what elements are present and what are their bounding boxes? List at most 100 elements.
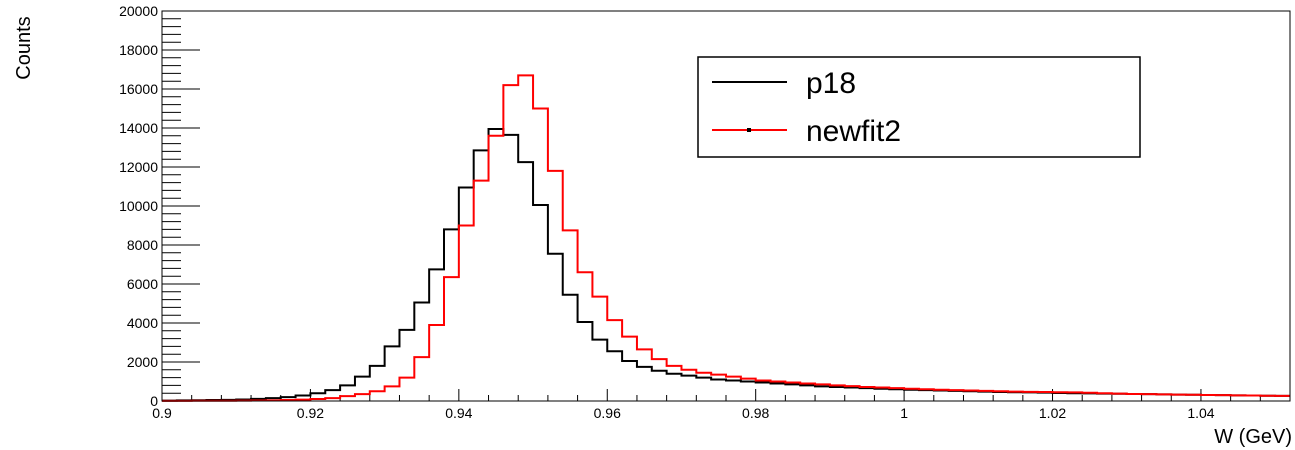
- bin-point: [287, 399, 289, 401]
- bin-point: [480, 180, 482, 182]
- bin-point: [807, 382, 809, 385]
- x-tick-label: 0.98: [742, 405, 769, 421]
- y-tick-label: 20000: [119, 3, 158, 19]
- bin-point: [584, 321, 586, 323]
- x-tick-label: 0.92: [297, 405, 324, 421]
- bin-point: [614, 350, 616, 352]
- y-tick-label: 2000: [127, 354, 158, 370]
- y-tick-label: 6000: [127, 276, 158, 292]
- bin-point: [910, 388, 913, 390]
- bin-point: [747, 377, 749, 380]
- bin-point: [361, 393, 363, 395]
- bin-point: [346, 395, 349, 397]
- bin-point: [495, 128, 497, 130]
- y-tick-label: 0: [150, 393, 158, 409]
- bin-point: [465, 224, 467, 227]
- bin-point: [747, 380, 749, 383]
- bin-point: [406, 329, 408, 331]
- bin-point: [688, 375, 690, 377]
- bin-point: [940, 389, 942, 391]
- bin-point: [332, 397, 334, 399]
- bin-point: [391, 345, 393, 347]
- bin-point: [495, 135, 497, 137]
- bin-point: [346, 384, 349, 386]
- y-tick-label: 12000: [119, 159, 158, 175]
- bin-point: [421, 356, 423, 358]
- bin-point: [658, 370, 660, 372]
- bin-point: [421, 301, 423, 304]
- bin-point: [1281, 395, 1284, 397]
- axis-ticks: 0.9 0.92 0.94 0.96 0.98 1 1.02 1.04 0 2000 4000 600…: [119, 3, 1291, 421]
- bin-point: [851, 385, 853, 387]
- bin-point: [732, 379, 735, 382]
- series-line-p18: [162, 127, 1290, 402]
- bin-point: [955, 389, 957, 391]
- bin-point: [361, 376, 363, 378]
- x-tick-label: 1: [900, 405, 908, 421]
- bin-point: [732, 376, 735, 378]
- legend-swatch-newfit2-marker: [747, 128, 751, 132]
- bin-point: [406, 377, 408, 379]
- bin-point: [807, 384, 809, 386]
- bin-point: [1118, 392, 1120, 395]
- legend-box: [697, 56, 1141, 158]
- legend-label-newfit2: newfit2: [806, 115, 901, 148]
- bin-point: [599, 296, 601, 298]
- bin-point: [435, 268, 438, 270]
- bin-point: [970, 389, 972, 392]
- bin-point: [688, 369, 690, 371]
- bin-point: [866, 386, 868, 388]
- bin-point: [525, 74, 527, 76]
- bin-point: [836, 386, 838, 388]
- bin-point: [673, 373, 675, 375]
- bin-point: [1252, 394, 1254, 397]
- bin-point: [792, 381, 794, 384]
- series-line-newfit2: [162, 74, 1290, 402]
- x-tick-label: 0.94: [445, 405, 472, 421]
- y-tick-label: 10000: [119, 198, 158, 214]
- bin-point: [525, 161, 527, 163]
- bin-point: [762, 381, 764, 384]
- bin-point: [376, 390, 378, 392]
- bin-point: [673, 365, 675, 367]
- bin-point: [332, 389, 334, 391]
- bin-point: [896, 387, 898, 389]
- bin-point: [554, 253, 556, 255]
- bin-point: [777, 382, 779, 385]
- bin-point: [999, 390, 1002, 392]
- bin-point: [554, 170, 556, 172]
- bin-point: [985, 390, 987, 392]
- bin-point: [1207, 394, 1209, 396]
- bin-point: [1014, 391, 1017, 393]
- bin-point: [302, 399, 304, 401]
- bin-point: [658, 358, 660, 360]
- bin-point: [703, 377, 705, 379]
- bin-point: [1044, 391, 1046, 393]
- bin-point: [614, 319, 616, 321]
- bin-point: [1059, 391, 1061, 393]
- bin-point: [1163, 393, 1165, 395]
- y-tick-label: 8000: [127, 237, 158, 253]
- bin-point: [1089, 392, 1091, 394]
- bin-point: [836, 384, 838, 386]
- bin-point: [717, 378, 720, 381]
- x-tick-label: 0.9: [152, 405, 172, 421]
- bin-point: [821, 383, 824, 386]
- bin-point: [1192, 394, 1195, 396]
- bin-point: [376, 365, 378, 367]
- bin-point: [465, 186, 467, 189]
- bin-point: [643, 348, 645, 350]
- bin-point: [703, 372, 705, 374]
- bin-point: [539, 107, 542, 110]
- bin-point: [391, 385, 393, 387]
- bin-point: [569, 294, 571, 296]
- y-tick-label: 18000: [119, 42, 158, 58]
- x-axis-title: W (GeV): [1214, 426, 1292, 448]
- bin-point: [1178, 393, 1180, 396]
- bin-point: [777, 380, 779, 383]
- bin-point: [792, 383, 794, 386]
- y-tick-label: 4000: [127, 315, 158, 331]
- bin-point: [1237, 394, 1239, 396]
- bin-point: [1222, 394, 1224, 396]
